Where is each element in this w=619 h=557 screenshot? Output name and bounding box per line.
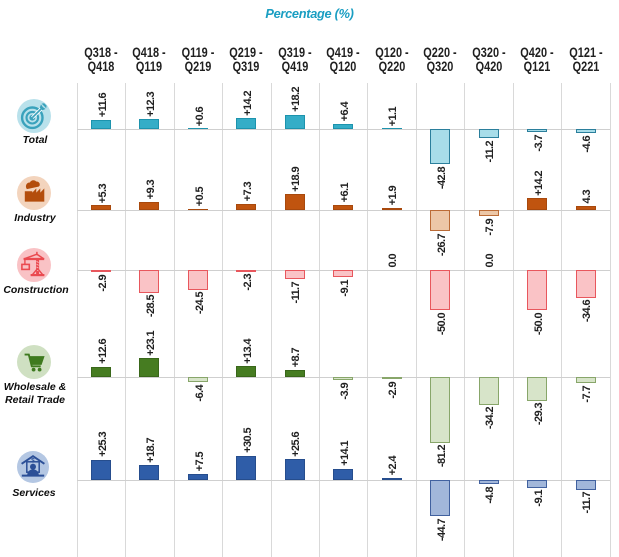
svg-text:$: $: [31, 457, 35, 464]
